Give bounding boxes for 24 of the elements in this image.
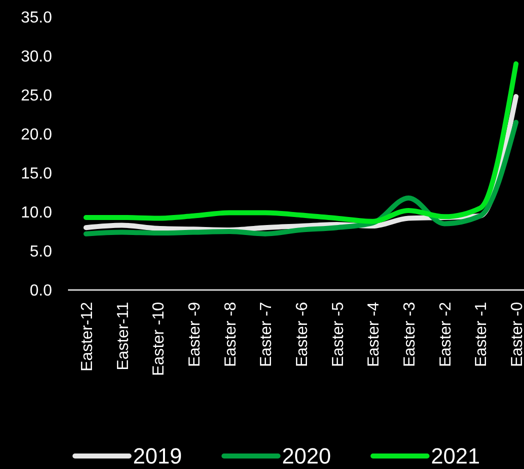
x-tick-label: Easter -8 xyxy=(222,302,240,367)
x-tick-label: Easter -3 xyxy=(402,302,418,367)
x-tick-label: Easter -1 xyxy=(473,302,490,367)
y-tick-label: 15.0 xyxy=(20,166,52,183)
legend-label: 2019 xyxy=(133,444,182,469)
x-tick-label: Easter -7 xyxy=(258,302,276,367)
legend-label: 2021 xyxy=(431,444,480,469)
y-tick-label: 30.0 xyxy=(20,48,52,66)
x-tick-label: Easter -4 xyxy=(366,302,383,367)
x-tick-label: Easter -9 xyxy=(186,302,204,367)
y-tick-label: 0.0 xyxy=(30,282,52,300)
x-tick-label: Easter-12 xyxy=(79,302,96,372)
y-tick-label: 10.0 xyxy=(20,204,52,222)
y-tick-label: 35.0 xyxy=(20,10,52,27)
legend-label: 2020 xyxy=(282,444,331,469)
x-tick-label: Easter -10 xyxy=(150,302,168,376)
y-tick-label: 5.0 xyxy=(30,244,52,261)
x-tick-label: Easter-11 xyxy=(114,302,132,370)
y-tick-label: 20.0 xyxy=(20,126,52,144)
x-tick-label: Easter -0 xyxy=(509,302,524,367)
x-tick-label: Easter -6 xyxy=(294,302,311,367)
x-tick-label: Easter -2 xyxy=(437,302,454,367)
x-tick-label: Easter -5 xyxy=(330,302,347,367)
y-tick-label: 25.0 xyxy=(20,88,52,105)
